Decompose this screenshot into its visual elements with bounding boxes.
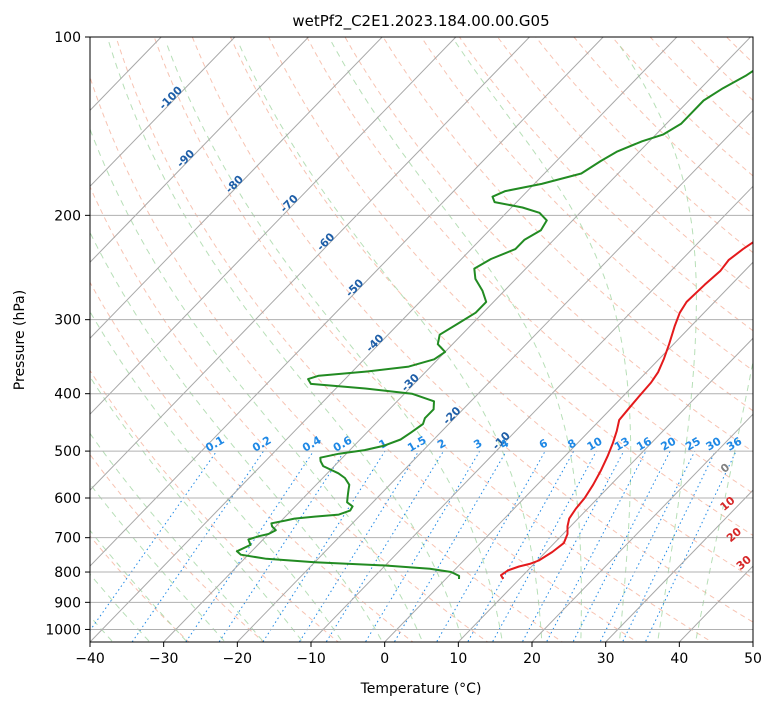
y-tick-label: 600 [54, 491, 81, 507]
dry-adiabat-line [90, 281, 414, 642]
dry-adiabat-line [90, 75, 564, 642]
isotherm-line [90, 37, 531, 491]
moist-adiabat-line [694, 359, 753, 642]
y-tick-label: 800 [54, 565, 81, 581]
dry-adiabat-line [268, 37, 753, 536]
x-tick-label: 50 [744, 651, 762, 667]
plot-frame [89, 36, 754, 643]
dry-adiabat-line [306, 37, 753, 494]
moist-adiabat-line [90, 127, 424, 642]
x-tick-label: 20 [523, 651, 541, 667]
isotherm-line [604, 489, 753, 642]
mixing-ratio-line [572, 450, 671, 642]
mixing-ratio-line [599, 450, 696, 642]
isotherm-line [90, 37, 678, 642]
dry-adiabat-line [229, 37, 753, 579]
axis-ticks: −40 −30 −20 −10 0 10 20 30 40 50 100 200 300 400 500 60… [45, 30, 762, 667]
y-tick-label: 700 [54, 531, 81, 547]
moist-adiabat-line [90, 573, 151, 642]
moist-adiabat-line [165, 41, 503, 642]
sounding-series [235, 69, 753, 580]
isotherm-line [531, 413, 753, 642]
x-tick-label: 40 [670, 651, 688, 667]
y-tick-label: 400 [54, 387, 81, 403]
moist-adiabat-line [331, 41, 582, 642]
isotherm-line [383, 261, 753, 642]
x-tick-label: −10 [296, 651, 326, 667]
mixing-ratio-line [298, 450, 420, 642]
x-tick-label: 10 [449, 651, 467, 667]
dry-adiabat-line [458, 37, 753, 332]
x-tick-label: 30 [597, 651, 615, 667]
y-axis-label: Pressure (hPa) [12, 290, 28, 390]
y-tick-label: 500 [54, 444, 81, 460]
mixing-ratio-line [185, 450, 314, 642]
isotherm-line [236, 109, 753, 642]
dry-adiabat-line [90, 453, 265, 642]
x-axis-label: Temperature (°C) [360, 681, 482, 697]
dry-adiabat-line [420, 37, 753, 372]
moist-adiabat-label: 30 [734, 553, 754, 573]
dewpoint-line [235, 69, 753, 580]
dry-adiabat-line [344, 37, 753, 453]
y-tick-label: 1000 [45, 622, 81, 638]
moist-adiabats [90, 41, 753, 642]
y-tick-label: 300 [54, 313, 81, 329]
dry-adiabat-line [115, 37, 638, 642]
temperature-line [500, 241, 753, 580]
mixing-ratio-line [491, 450, 597, 642]
isotherms [90, 37, 753, 642]
isotherm-line [162, 37, 752, 642]
moist-adiabat-line [90, 376, 304, 642]
mixing-ratio-line [644, 450, 737, 642]
dry-adiabat-line [191, 37, 753, 623]
mixing-ratio-line [262, 450, 386, 642]
y-tick-label: 900 [54, 595, 81, 611]
isotherm-line [310, 185, 753, 642]
mixing-ratio-line [467, 450, 575, 642]
moist-adiabat-line [616, 41, 697, 642]
plot-area: -100-90-80-70-60-50-40-30-20-100.1 0.2 0.4… [90, 37, 754, 642]
isotherm-line [90, 37, 236, 188]
isotherm-line [90, 37, 604, 567]
chart-title: wetPf2_C2E1.2023.184.00.00.G05 [292, 12, 549, 31]
mixing-ratio-line [545, 450, 647, 642]
moist-adiabat-line [90, 310, 343, 642]
moist-adiabat-line [90, 231, 383, 642]
y-tick-label: 100 [54, 30, 81, 46]
dry-adiabat-line [153, 37, 713, 642]
mixing-ratio-line [621, 450, 716, 642]
isotherm-line [90, 37, 383, 339]
isotherm-line [90, 37, 457, 415]
mixing-ratio-line [521, 450, 625, 642]
mixing-ratio-line [325, 450, 444, 642]
x-tick-label: −30 [149, 651, 179, 667]
mixing-ratio-line [435, 450, 546, 642]
mixing-ratio-lines [90, 450, 737, 642]
dry-adiabat-line [90, 185, 489, 642]
dry-adiabats [90, 37, 753, 642]
x-tick-label: −20 [223, 651, 253, 667]
x-tick-label: 0 [380, 651, 389, 667]
dry-adiabat-line [90, 369, 340, 642]
moist-adiabat-line [237, 41, 543, 642]
moist-adiabat-line [108, 41, 464, 642]
isotherm-line [457, 337, 753, 642]
isotherm-line [90, 37, 310, 263]
x-tick-label: −40 [75, 651, 105, 667]
y-tick-label: 200 [54, 208, 81, 224]
isobars [90, 37, 753, 630]
moist-adiabat-line [455, 41, 632, 642]
